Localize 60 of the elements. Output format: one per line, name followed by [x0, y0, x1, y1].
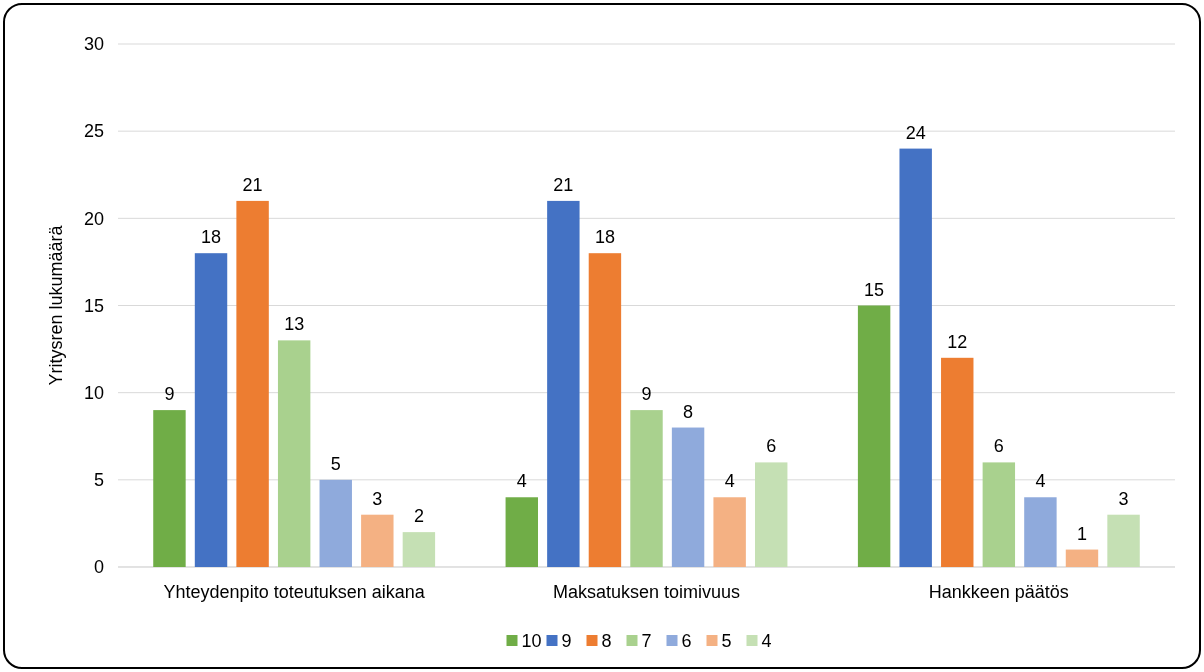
y-tick-label: 30: [83, 34, 104, 55]
bar: [857, 305, 891, 567]
data-label: 3: [1118, 488, 1129, 509]
data-label: 6: [993, 436, 1004, 457]
bar: [1024, 497, 1057, 567]
y-tick-label: 5: [93, 470, 104, 491]
y-tick-label: 15: [83, 295, 104, 316]
data-label: 5: [330, 453, 341, 474]
legend-label: 7: [641, 631, 652, 652]
bar: [588, 253, 622, 567]
y-tick-label: 20: [83, 208, 104, 229]
data-label: 4: [1035, 471, 1046, 492]
data-label: 3: [372, 488, 383, 509]
bar: [547, 200, 580, 567]
bar: [899, 148, 932, 567]
data-label: 24: [905, 122, 926, 143]
bar: [982, 462, 1016, 567]
bar: [1065, 549, 1099, 567]
y-tick-label: 0: [93, 557, 104, 578]
legend-label: 8: [601, 631, 612, 652]
legend-label: 5: [721, 631, 732, 652]
data-label: 13: [284, 314, 305, 335]
bar: [236, 200, 269, 567]
y-tick-label: 10: [83, 382, 104, 403]
data-label: 4: [516, 471, 527, 492]
data-label: 9: [641, 384, 652, 405]
bar: [153, 410, 186, 567]
data-label: 1: [1076, 523, 1087, 544]
legend-label: 9: [561, 631, 572, 652]
x-tick-label: Maksatuksen toimivuus: [552, 582, 741, 602]
bar: [755, 462, 788, 567]
bar: [671, 427, 705, 567]
data-label: 6: [766, 436, 777, 457]
data-label: 18: [594, 227, 615, 248]
legend-label: 4: [761, 631, 772, 652]
bar: [277, 340, 311, 567]
bar: [194, 253, 228, 567]
y-axis-title: Yritysren lukumäärä: [46, 224, 66, 386]
data-label: 2: [413, 506, 424, 527]
data-label: 21: [242, 174, 263, 195]
bar: [1107, 514, 1140, 567]
bar: [319, 479, 352, 567]
data-label: 15: [864, 279, 885, 300]
data-label: 12: [947, 331, 968, 352]
y-tick-label: 25: [83, 121, 104, 142]
x-tick-label: Hankkeen päätös: [928, 582, 1069, 602]
bar: [505, 497, 538, 567]
bar: [630, 410, 663, 567]
data-label: 4: [724, 471, 735, 492]
bar: [361, 514, 394, 567]
data-label: 8: [683, 401, 694, 422]
data-label: 18: [201, 227, 222, 248]
bar: [713, 497, 746, 567]
legend-label: 6: [681, 631, 692, 652]
data-label: 9: [164, 384, 175, 405]
bar: [941, 357, 974, 567]
bar: [402, 532, 436, 567]
x-tick-label: Yhteydenpito toteutuksen aikana: [163, 582, 426, 602]
data-label: 21: [553, 174, 574, 195]
legend-label: 10: [521, 631, 542, 652]
